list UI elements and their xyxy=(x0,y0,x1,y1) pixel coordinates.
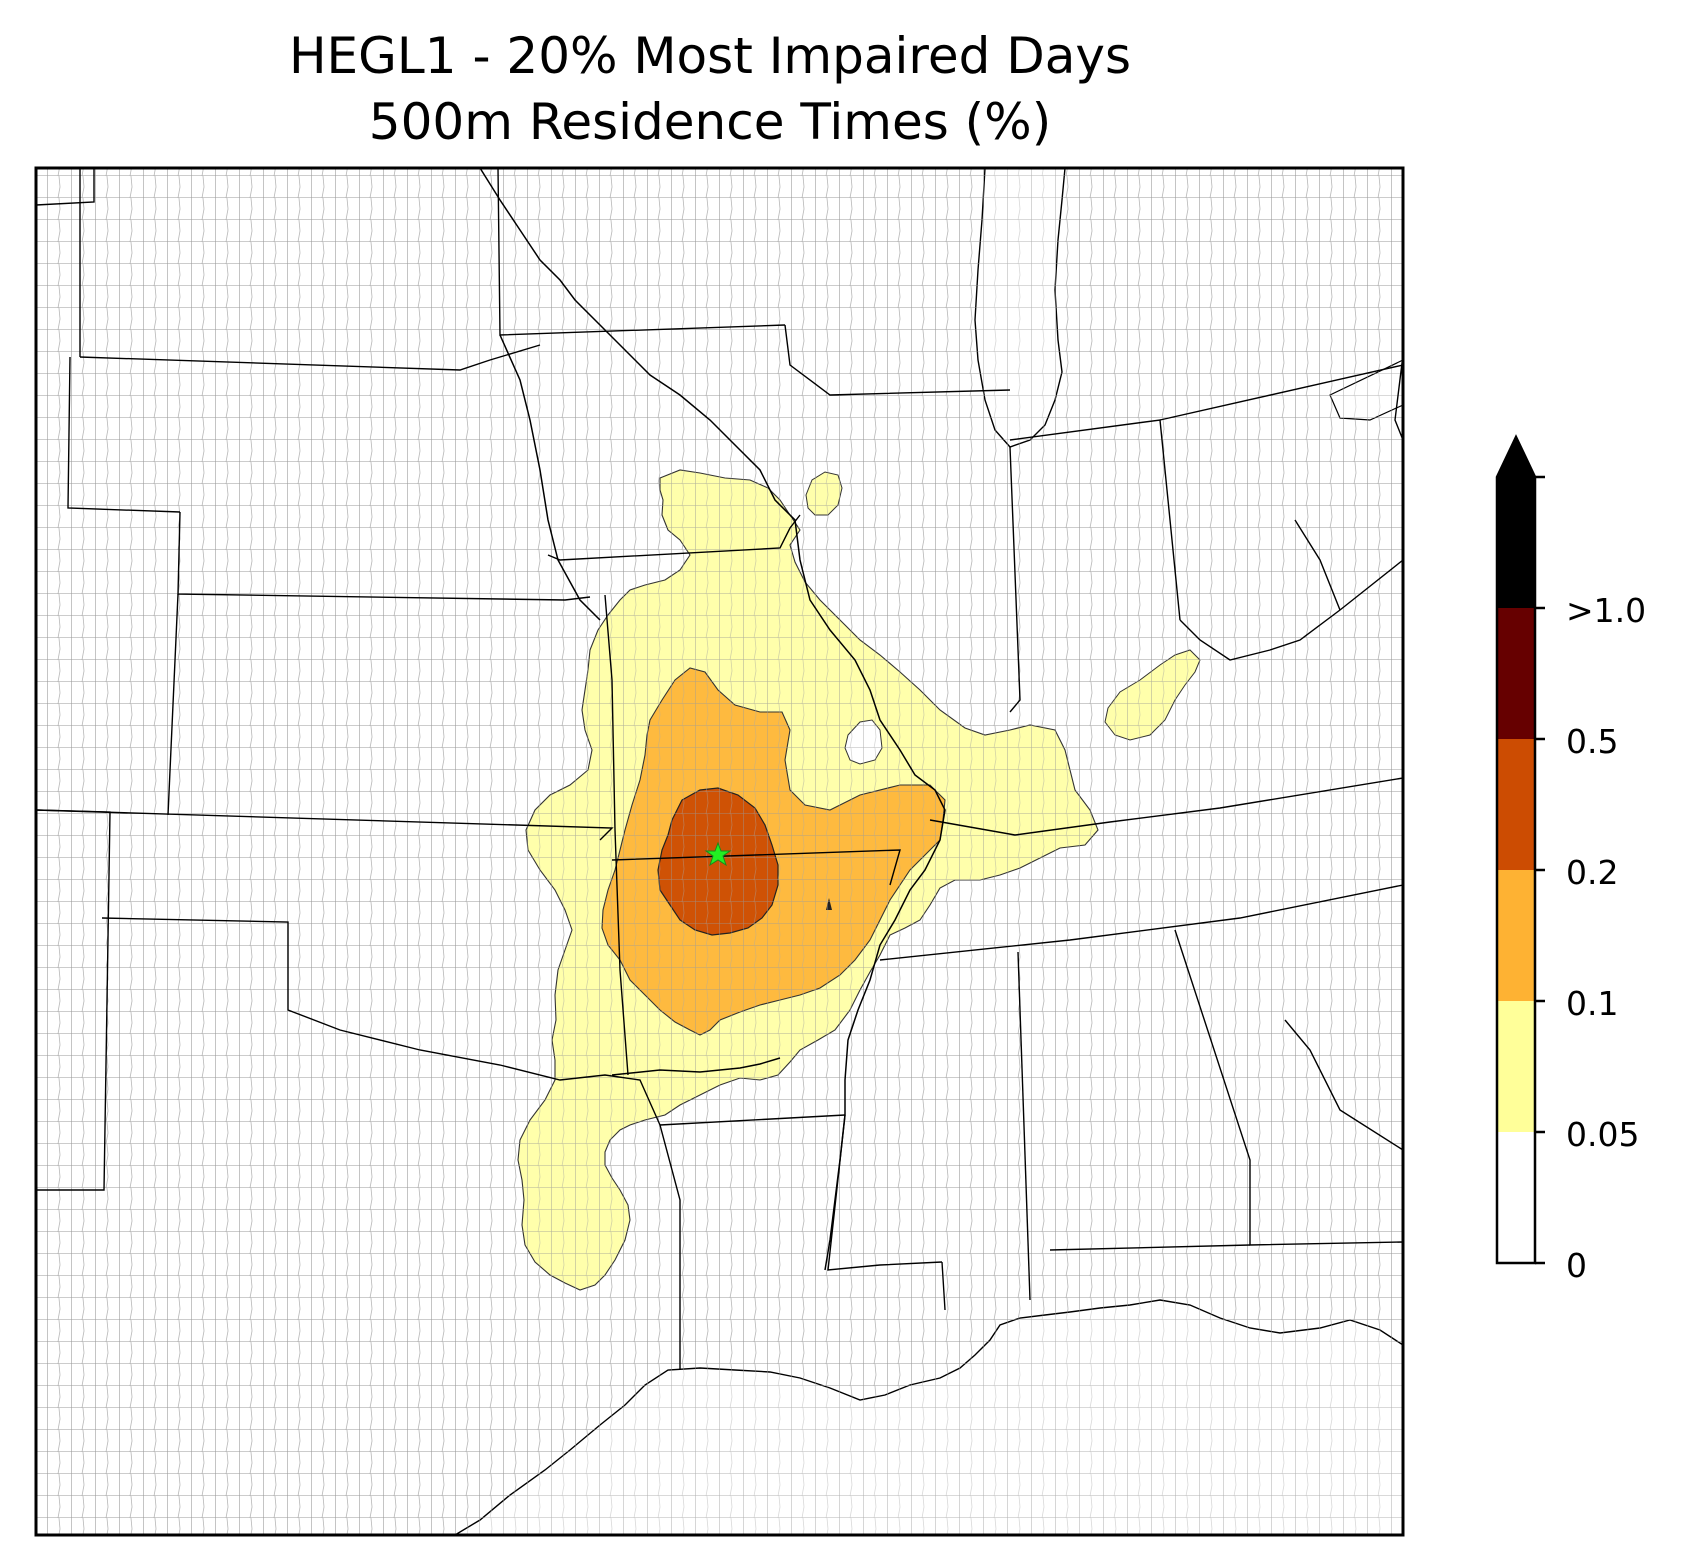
colorbar-tick-label-0.5: 0.5 xyxy=(1566,722,1619,761)
colorbar-bin-0.5-1.0 xyxy=(1497,608,1535,739)
colorbar-extend-arrow-icon xyxy=(1497,437,1535,477)
map-title-line-2: 500m Residence Times (%) xyxy=(368,93,1052,151)
colorbar-tick-label-0.05: 0.05 xyxy=(1566,1115,1640,1154)
map-title-line-1: HEGL1 - 20% Most Impaired Days xyxy=(288,27,1132,85)
rivers xyxy=(479,168,946,1271)
colorbar-bin-0.2-0.5 xyxy=(1497,739,1535,870)
colorbar-bin-0.05-0.1 xyxy=(1497,1001,1535,1132)
colorbar-bin-over-1.0 xyxy=(1497,477,1535,608)
colorbar-tick-label-0: 0 xyxy=(1566,1246,1587,1285)
colorbar-ticks xyxy=(1535,475,1545,1265)
colorbar xyxy=(1495,434,1545,1265)
colorbar-bin-0-0.05 xyxy=(1497,1132,1535,1263)
colorbar-tick-label-0.1: 0.1 xyxy=(1566,984,1619,1023)
colorbar-tick-label-over-1: >1.0 xyxy=(1566,591,1647,630)
colorbar-outline xyxy=(1495,434,1537,1265)
site-star-icon xyxy=(704,841,732,867)
map-frame xyxy=(34,166,1405,1537)
colorbar-tick-label-0.2: 0.2 xyxy=(1566,853,1619,892)
state-boundaries xyxy=(36,168,1403,1370)
colorbar-bin-0.1-0.2 xyxy=(1497,870,1535,1001)
